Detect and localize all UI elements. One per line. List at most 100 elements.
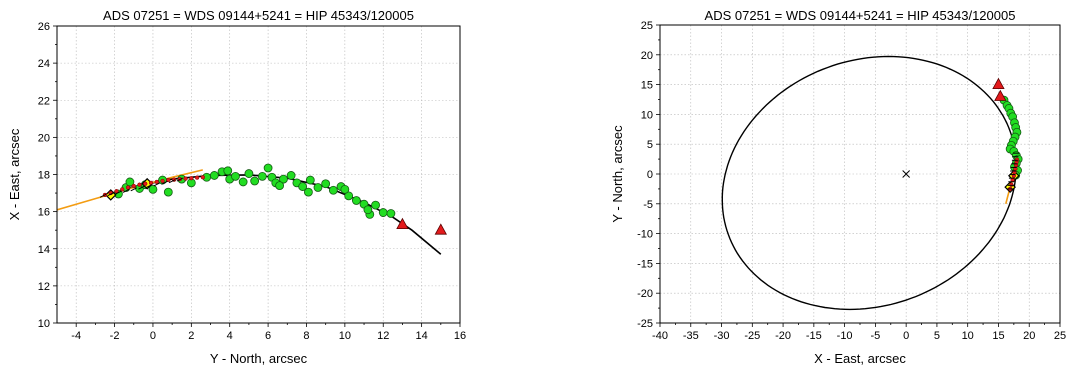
data-point-circle — [250, 176, 260, 186]
data-point-circle — [378, 208, 388, 217]
grid — [659, 24, 1061, 324]
data-point-circle — [125, 177, 135, 187]
data-point-circle — [275, 181, 285, 191]
data-point-circle — [209, 171, 219, 180]
x-tick-label: 6 — [265, 330, 271, 342]
ticks — [53, 25, 461, 327]
data-point-small — [143, 181, 148, 186]
x-tick-label: 0 — [903, 330, 909, 342]
x-tick-label: -30 — [714, 330, 730, 342]
data-point-circle — [321, 179, 331, 189]
data-point-circle — [238, 177, 248, 187]
chart-left: ADS 07251 = WDS 09144+5241 = HIP 45343/1… — [7, 8, 466, 366]
y-tick-label: 12 — [38, 281, 50, 293]
residual-tick — [130, 187, 137, 192]
y-tick-label: 18 — [38, 170, 50, 182]
x-tick-label: 10 — [962, 330, 974, 342]
plot-frame — [659, 24, 1061, 324]
plot-area — [721, 55, 1023, 311]
primary-star-marker — [902, 170, 911, 178]
x-tick-label: 4 — [227, 330, 233, 342]
data-point-circle — [305, 175, 315, 185]
x-tick-label: 25 — [1054, 330, 1066, 342]
data-point-triangle — [992, 77, 1005, 89]
x-tick-label: -35 — [683, 330, 699, 342]
primary-star-stroke — [902, 170, 911, 178]
data-point-triangle — [994, 89, 1007, 101]
x-tick-label: -40 — [652, 330, 668, 342]
plot-area — [57, 163, 447, 255]
residual-tick — [161, 180, 168, 185]
x-axis-label: X - East, arcsec — [814, 351, 906, 366]
y-tick-label: 20 — [38, 132, 50, 144]
residual-tick — [138, 185, 145, 190]
data-point-small — [148, 180, 154, 186]
data-point-triangle — [434, 223, 447, 235]
chart-title: ADS 07251 = WDS 09144+5241 = HIP 45343/1… — [103, 8, 414, 23]
data-point-small — [131, 183, 136, 189]
y-tick-label: -15 — [637, 258, 653, 270]
residual-tick — [153, 182, 161, 187]
data-point-circle — [344, 191, 354, 201]
x-tick-label: 8 — [303, 330, 309, 342]
y-tick-label: -5 — [643, 199, 653, 211]
y-tick-label: 14 — [38, 244, 50, 256]
data-point-circle — [371, 200, 380, 210]
residual-tick — [107, 192, 114, 197]
data-point-triangle — [396, 217, 409, 230]
x-tick-label: 16 — [454, 330, 466, 342]
y-tick-label: 24 — [38, 58, 50, 70]
x-axis-label: Y - North, arcsec — [210, 351, 308, 366]
y-tick-label: 10 — [38, 318, 50, 330]
orbit-ellipse — [721, 55, 1017, 311]
data-point-circle — [363, 205, 373, 215]
plot-frame — [56, 25, 461, 324]
x-tick-label: 10 — [339, 330, 351, 342]
y-tick-label: 5 — [647, 139, 653, 151]
residual-tick — [176, 177, 184, 182]
data-point-circle — [340, 184, 350, 194]
data-point-small — [183, 176, 188, 181]
data-point-small — [125, 185, 131, 190]
data-point-small — [154, 179, 159, 185]
data-point-circle — [148, 184, 158, 194]
y-tick-label: -20 — [637, 288, 653, 300]
residual-tick — [99, 193, 107, 198]
x-tick-label: -2 — [110, 330, 120, 342]
chart-right: ADS 07251 = WDS 09144+5241 = HIP 45343/1… — [610, 8, 1066, 366]
y-tick-label: 10 — [641, 109, 653, 121]
x-tick-label: -20 — [775, 330, 791, 342]
x-tick-label: 5 — [934, 330, 940, 342]
data-point-circle — [279, 174, 288, 184]
y-axis-label: X - East, arcsec — [7, 128, 22, 220]
data-point-circle — [244, 169, 254, 178]
data-point-small — [166, 177, 171, 183]
y-tick-label: -10 — [637, 229, 653, 241]
data-point-circle — [286, 171, 296, 180]
y-tick-label: -25 — [637, 318, 653, 330]
x-tick-label: 15 — [992, 330, 1004, 342]
data-point-circle — [263, 163, 273, 173]
y-tick-label: 16 — [38, 207, 50, 219]
residual-tick — [122, 188, 130, 193]
x-tick-label: 20 — [1023, 330, 1035, 342]
data-point-circle — [223, 166, 233, 176]
x-tick-label: -10 — [837, 330, 853, 342]
x-tick-label: 12 — [377, 330, 389, 342]
y-tick-label: 26 — [38, 21, 50, 33]
y-axis-label: Y - North, arcsec — [610, 125, 625, 223]
data-point-circle — [313, 183, 323, 192]
y-tick-label: 0 — [647, 169, 653, 181]
data-point-small — [194, 175, 200, 180]
data-point-circle — [298, 182, 308, 191]
x-tick-label: -15 — [806, 330, 822, 342]
data-point-small — [120, 187, 125, 192]
x-tick-label: -25 — [744, 330, 760, 342]
data-point-circle — [257, 171, 267, 181]
chart-title: ADS 07251 = WDS 09144+5241 = HIP 45343/1… — [705, 8, 1016, 23]
data-point-small — [1014, 157, 1020, 162]
data-point-circle — [328, 185, 338, 195]
ticks — [656, 24, 1061, 327]
y-tick-label: 22 — [38, 95, 50, 107]
